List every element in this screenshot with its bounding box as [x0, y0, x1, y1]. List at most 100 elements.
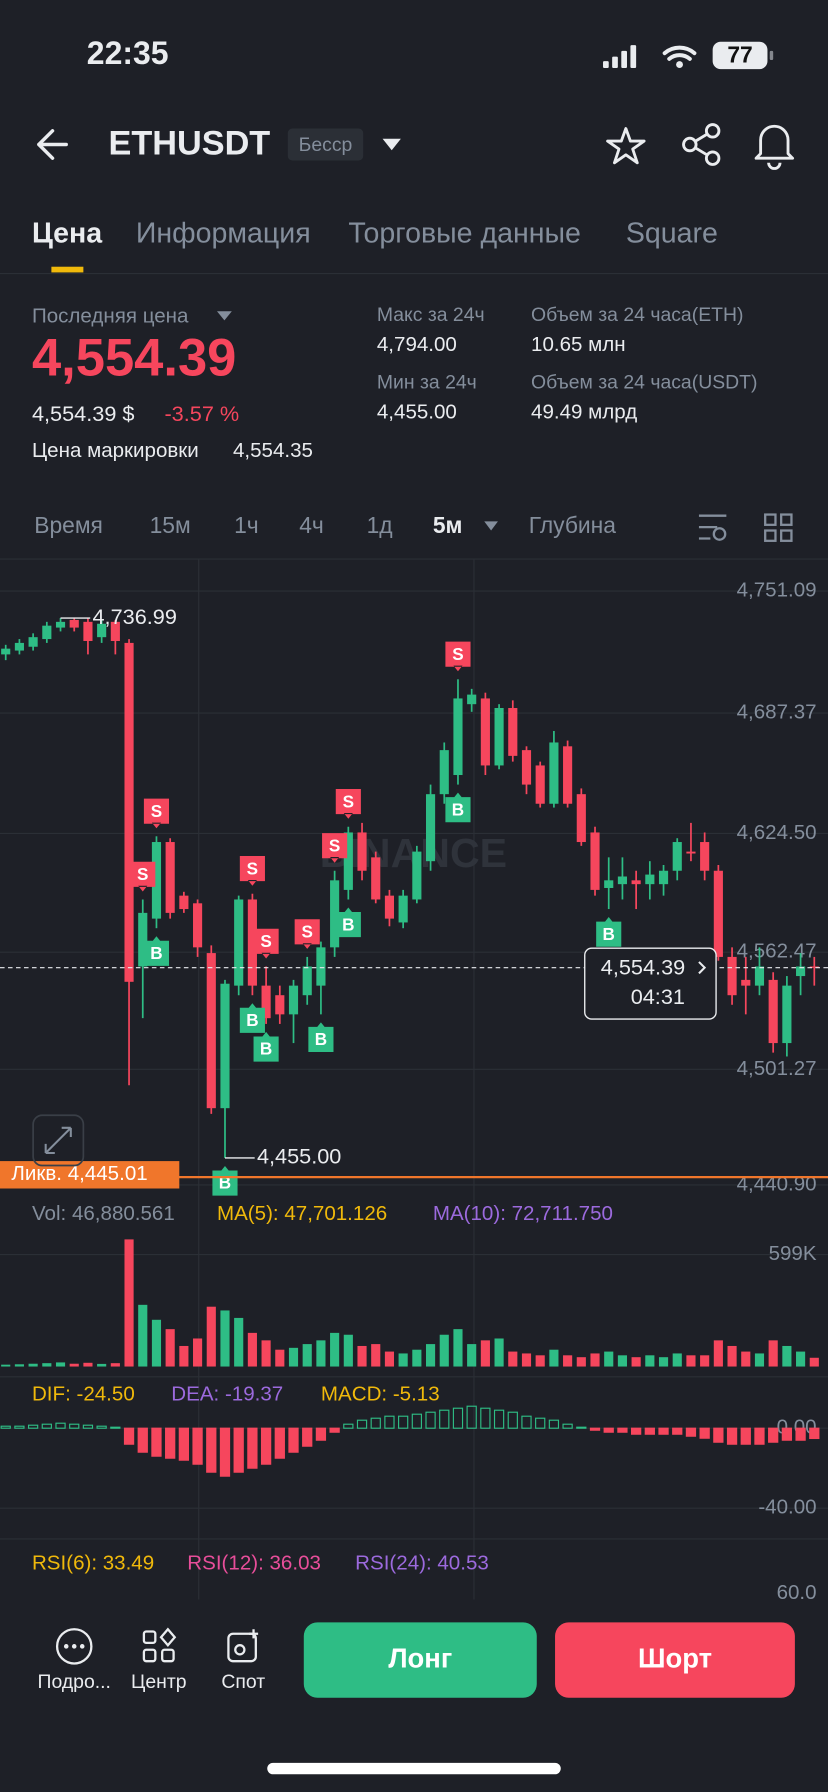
- volume-bar: [288, 1347, 299, 1367]
- tab-indicator: [51, 266, 84, 273]
- spot-label[interactable]: Спот: [221, 1671, 265, 1693]
- signal-label: S: [343, 791, 354, 811]
- candle-body: [151, 842, 162, 919]
- tab-active[interactable]: Цена: [32, 217, 103, 249]
- macd-bar: [740, 1427, 751, 1445]
- favorite-button[interactable]: [606, 127, 646, 165]
- interval[interactable]: 4ч: [299, 512, 324, 538]
- volume-bar: [617, 1355, 627, 1367]
- candle-body: [713, 870, 723, 957]
- home-indicator: [267, 1762, 561, 1775]
- interval-dropdown[interactable]: [484, 521, 498, 531]
- interval[interactable]: 1д: [367, 512, 393, 538]
- rsi24-legend: RSI(24): 40.53: [355, 1552, 489, 1575]
- macd-bar: [809, 1427, 820, 1440]
- signal-marker: [253, 928, 279, 959]
- interval[interactable]: Глубина: [529, 512, 617, 538]
- macd-bar: [384, 1415, 395, 1429]
- volume-bar: [343, 1334, 353, 1367]
- volume-bar: [193, 1338, 203, 1367]
- candle-body: [316, 947, 326, 986]
- signal-marker: [445, 641, 471, 672]
- macd-bar: [41, 1423, 52, 1429]
- macd-bar: [658, 1427, 669, 1435]
- candle-body: [521, 750, 532, 785]
- macd-tick-label: -40.00: [758, 1496, 816, 1519]
- more-icon[interactable]: [55, 1628, 93, 1665]
- signal-label: S: [452, 644, 463, 664]
- interval[interactable]: 15м: [150, 512, 191, 538]
- volume-bar: [55, 1362, 66, 1367]
- more-icon-dots: [63, 1644, 85, 1649]
- price-type-dropdown[interactable]: [216, 311, 232, 321]
- candle-body: [261, 985, 271, 1019]
- volume-ma10-legend: MA(10): 72,711.750: [433, 1202, 613, 1225]
- candle-body: [398, 895, 408, 923]
- signal-marker: [143, 798, 170, 829]
- volume-bar: [494, 1338, 504, 1367]
- macd-bar: [466, 1405, 477, 1429]
- tab[interactable]: Square: [626, 217, 718, 249]
- volume-bar: [658, 1357, 669, 1367]
- alert-button[interactable]: [754, 124, 795, 170]
- tab[interactable]: Торговые данные: [348, 217, 581, 249]
- extreme-label: 4,736.99: [93, 604, 177, 629]
- symbol[interactable]: ETHUSDT: [108, 125, 270, 163]
- center-label[interactable]: Центр: [131, 1671, 187, 1693]
- candle-body: [741, 979, 751, 986]
- interval[interactable]: 1ч: [234, 512, 259, 538]
- macd-bar: [123, 1427, 135, 1445]
- signal-marker: [143, 936, 170, 966]
- volume-bar: [151, 1319, 162, 1367]
- candle-body: [206, 953, 216, 1109]
- candle-body: [549, 742, 559, 804]
- candle-body: [302, 966, 312, 996]
- candle-body: [179, 895, 189, 910]
- macd-bar: [699, 1427, 710, 1439]
- symbol-dropdown[interactable]: [382, 138, 401, 151]
- battery-tip: [769, 50, 774, 61]
- long-label[interactable]: Лонг: [388, 1642, 452, 1673]
- candle-body: [467, 694, 477, 705]
- macd-bar: [14, 1425, 25, 1429]
- signal-marker: [294, 919, 320, 949]
- short-button[interactable]: [555, 1622, 795, 1698]
- liquidation-tag-box: [0, 1161, 180, 1189]
- interval[interactable]: Время: [34, 512, 103, 538]
- contract-badge: [287, 128, 364, 161]
- indicator-settings[interactable]: [698, 514, 727, 541]
- layout-button[interactable]: [764, 513, 793, 542]
- tab[interactable]: Информация: [136, 217, 311, 249]
- center-icon[interactable]: [142, 1627, 177, 1663]
- volume-bar: [809, 1357, 819, 1367]
- macd-bar: [329, 1427, 340, 1433]
- macd-bar: [55, 1422, 66, 1429]
- rsi12-legend: RSI(12): 36.03: [187, 1552, 321, 1575]
- candle-body: [686, 851, 696, 854]
- spot-icon[interactable]: [227, 1629, 259, 1663]
- volume-bar: [645, 1355, 655, 1367]
- share-button[interactable]: [682, 123, 721, 166]
- candle-body: [193, 903, 203, 948]
- volume-bar: [796, 1351, 806, 1367]
- macd-bar: [192, 1427, 203, 1465]
- volume-bar: [124, 1239, 134, 1367]
- back-button[interactable]: [37, 129, 68, 160]
- macd-bar: [768, 1427, 779, 1443]
- macd-bar: [69, 1423, 80, 1429]
- y-tick-label: 4,751.09: [737, 578, 817, 601]
- volume-bar: [631, 1357, 641, 1367]
- volume-bar: [316, 1340, 326, 1367]
- signal-marker: [212, 1165, 238, 1196]
- last-price: 4,554.39: [32, 328, 236, 387]
- short-label[interactable]: Шорт: [638, 1642, 712, 1673]
- volume-bar: [549, 1349, 559, 1367]
- long-button[interactable]: [303, 1622, 537, 1698]
- interval-active[interactable]: 5м: [433, 512, 463, 538]
- rsi6-legend: RSI(6): 33.49: [32, 1552, 154, 1575]
- fullscreen-button[interactable]: [32, 1114, 85, 1167]
- macd-bar: [603, 1427, 614, 1433]
- more-label[interactable]: Подро...: [38, 1671, 111, 1693]
- macd-bar: [315, 1427, 327, 1441]
